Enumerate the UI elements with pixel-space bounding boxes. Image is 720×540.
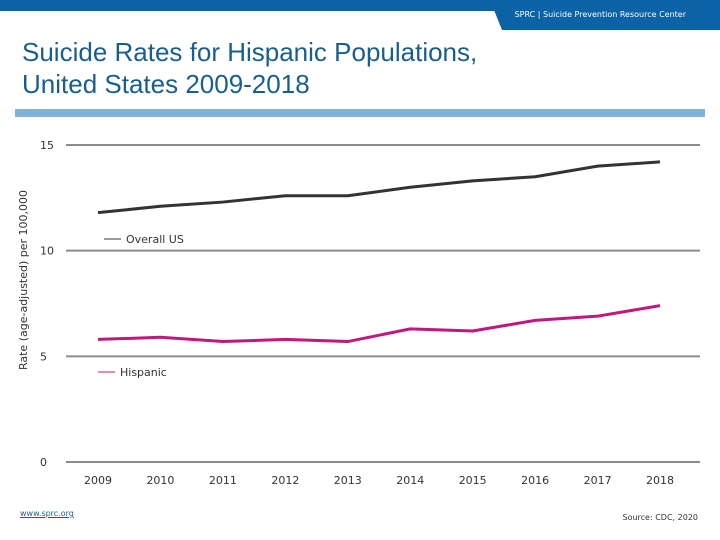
x-tick-label: 2017	[584, 474, 612, 487]
x-tick-label: 2013	[334, 474, 362, 487]
y-tick-label: 5	[40, 350, 47, 363]
legend-label: Overall US	[126, 233, 184, 246]
y-tick-label: 0	[40, 456, 47, 469]
title-line-2: United States 2009-2018	[22, 69, 310, 99]
series-line-overall-us	[97, 160, 661, 215]
title-divider	[15, 109, 705, 117]
source-note: Source: CDC, 2020	[622, 513, 699, 522]
legend-label: Hispanic	[120, 366, 167, 379]
x-tick-label: 2014	[396, 474, 424, 487]
y-tick-label: 10	[40, 245, 54, 258]
series-line-hispanic	[97, 304, 661, 344]
x-tick-label: 2016	[521, 474, 549, 487]
y-tick-label: 15	[40, 139, 54, 152]
top-banner	[0, 0, 720, 11]
title-line-1: Suicide Rates for Hispanic Populations,	[22, 37, 478, 67]
x-tick-label: 2010	[146, 474, 174, 487]
x-tick-label: 2012	[271, 474, 299, 487]
sprc-link[interactable]: www.sprc.org	[20, 509, 74, 518]
org-name: SPRC | Suicide Prevention Resource Cente…	[514, 10, 686, 19]
org-tab: SPRC | Suicide Prevention Resource Cente…	[490, 0, 720, 30]
x-tick-label: 2011	[209, 474, 237, 487]
y-axis-label: Rate (age-adjusted) per 100,000	[17, 190, 30, 370]
x-tick-label: 2015	[459, 474, 487, 487]
x-tick-label: 2018	[646, 474, 674, 487]
page-title: Suicide Rates for Hispanic Populations, U…	[22, 36, 477, 100]
x-tick-label: 2009	[84, 474, 112, 487]
